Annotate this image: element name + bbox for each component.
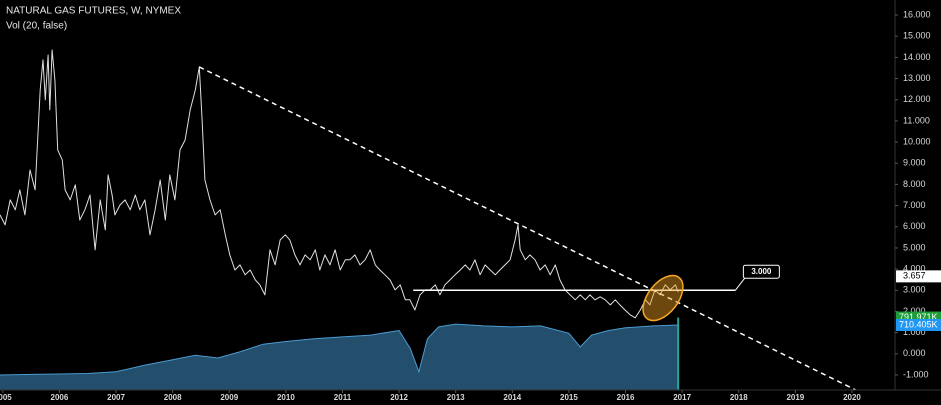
callout-box — [742, 264, 780, 279]
volume-ma-line — [0, 323, 679, 376]
x-tick-label: 2018 — [730, 393, 748, 402]
volume-bar-label: 791.971K — [899, 312, 938, 322]
y-tick-label: 9.000 — [903, 158, 926, 168]
x-tick-label: 2014 — [503, 393, 521, 402]
y-tick-label: 15.000 — [903, 31, 931, 41]
y-tick-label: 8.000 — [903, 179, 926, 189]
x-tick-label: 2010 — [277, 393, 295, 402]
y-tick-label: 6.000 — [903, 221, 926, 231]
trend-line — [198, 66, 856, 390]
y-tick-label: 16.000 — [903, 9, 931, 19]
y-tick-label: 13.000 — [903, 73, 931, 83]
x-tick-label: 2015 — [560, 393, 578, 402]
x-tick-label: 2017 — [673, 393, 691, 402]
callout-label: 3.000 — [751, 267, 772, 276]
highlight-ellipse — [642, 274, 684, 322]
x-tick-label: 2012 — [390, 393, 408, 402]
x-tick-label: 2013 — [447, 393, 465, 402]
x-tick-label: 2020 — [843, 393, 861, 402]
chart-title: NATURAL GAS FUTURES, W, NYMEX — [6, 6, 181, 17]
y-tick-label: 14.000 — [903, 52, 931, 62]
last-price-label: 3.657 — [903, 271, 926, 281]
callout-pointer — [734, 276, 746, 291]
y-tick-label: -1.000 — [903, 369, 929, 379]
x-tick-label: 2008 — [164, 393, 182, 402]
y-tick-label: 0.000 — [903, 348, 926, 358]
volume-ma-area — [0, 324, 679, 390]
x-tick-label: 2005 — [0, 393, 12, 402]
price-line — [0, 49, 679, 319]
x-tick-label: 2009 — [220, 393, 238, 402]
y-tick-label: 4.000 — [903, 263, 926, 273]
plot-area: 3.000 — [0, 49, 856, 390]
volume-bar — [677, 317, 680, 390]
volume-ma-label: 710.405K — [899, 319, 938, 329]
y-tick-label: 1.000 — [903, 327, 926, 337]
y-tick-label: 7.000 — [903, 200, 926, 210]
x-tick-label: 2006 — [51, 393, 69, 402]
x-tick-label: 2007 — [107, 393, 125, 402]
volume-ma-label-bg — [896, 318, 941, 331]
y-tick-label: 5.000 — [903, 242, 926, 252]
x-tick-label: 2016 — [617, 393, 635, 402]
y-tick-label: 11.000 — [903, 115, 930, 125]
y-tick-label: 3.000 — [903, 285, 926, 295]
x-tick-label: 2019 — [786, 393, 804, 402]
x-tick-label: 2011 — [334, 393, 352, 402]
y-tick-label: 10.000 — [903, 136, 931, 146]
last-price-label-bg — [896, 270, 941, 283]
y-tick-label: 2.000 — [903, 306, 926, 316]
volume-indicator-label: Vol (20, false) — [6, 21, 67, 32]
y-tick-label: 12.000 — [903, 94, 931, 104]
